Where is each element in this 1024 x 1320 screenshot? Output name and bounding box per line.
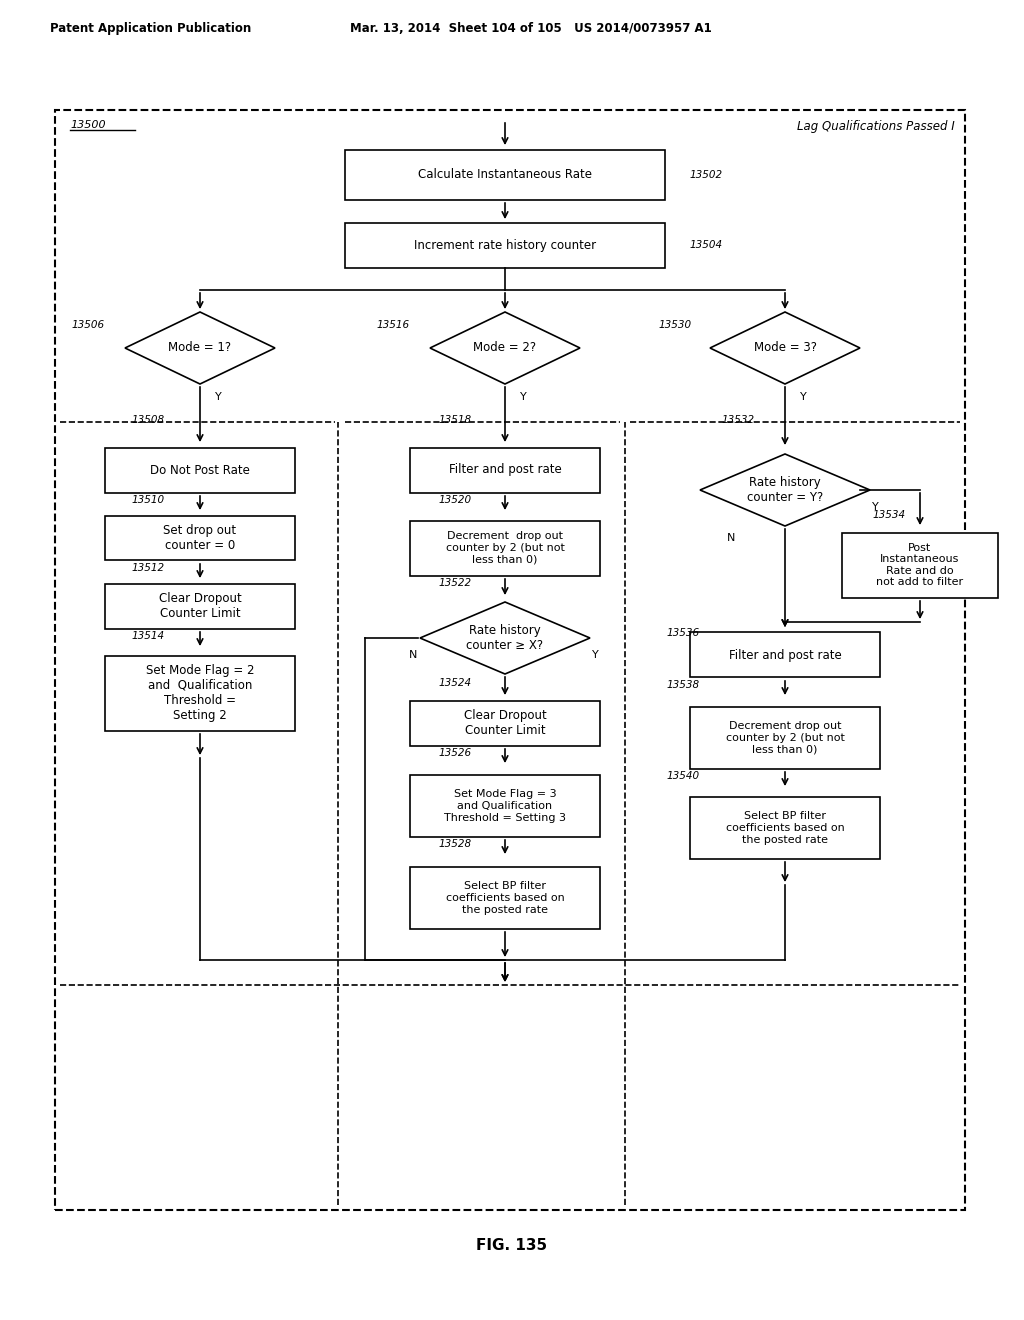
Text: Y: Y <box>872 502 879 512</box>
Text: 13534: 13534 <box>872 510 905 520</box>
FancyBboxPatch shape <box>345 150 665 201</box>
Text: 13518: 13518 <box>439 414 472 425</box>
FancyBboxPatch shape <box>105 656 295 730</box>
Text: 13508: 13508 <box>132 414 165 425</box>
Text: 13528: 13528 <box>439 840 472 849</box>
Text: 13538: 13538 <box>667 680 700 690</box>
Text: 13502: 13502 <box>690 170 723 180</box>
Text: Clear Dropout
Counter Limit: Clear Dropout Counter Limit <box>464 709 547 737</box>
FancyBboxPatch shape <box>105 516 295 561</box>
Text: Y: Y <box>520 392 526 403</box>
Text: Mode = 3?: Mode = 3? <box>754 342 816 355</box>
Text: 13504: 13504 <box>690 240 723 249</box>
FancyBboxPatch shape <box>690 708 880 770</box>
Text: N: N <box>727 533 735 543</box>
Text: Increment rate history counter: Increment rate history counter <box>414 239 596 252</box>
FancyBboxPatch shape <box>410 447 600 492</box>
Text: Filter and post rate: Filter and post rate <box>449 463 561 477</box>
Text: Set Mode Flag = 3
and Qualification
Threshold = Setting 3: Set Mode Flag = 3 and Qualification Thre… <box>444 789 566 822</box>
Polygon shape <box>710 312 860 384</box>
Text: Select BP filter
coefficients based on
the posted rate: Select BP filter coefficients based on t… <box>726 812 845 845</box>
Text: 13526: 13526 <box>439 748 472 758</box>
Text: Rate history
counter ≥ X?: Rate history counter ≥ X? <box>467 624 544 652</box>
Polygon shape <box>125 312 275 384</box>
Text: Decrement  drop out
counter by 2 (but not
less than 0): Decrement drop out counter by 2 (but not… <box>445 532 564 565</box>
Text: Mode = 1?: Mode = 1? <box>168 342 231 355</box>
FancyBboxPatch shape <box>410 520 600 576</box>
Text: Lag Qualifications Passed I: Lag Qualifications Passed I <box>798 120 955 133</box>
FancyBboxPatch shape <box>843 532 997 598</box>
Text: Post
Instantaneous
Rate and do
not add to filter: Post Instantaneous Rate and do not add t… <box>877 543 964 587</box>
FancyBboxPatch shape <box>690 797 880 859</box>
Text: 13510: 13510 <box>132 495 165 506</box>
Text: Set Mode Flag = 2
and  Qualification
Threshold =
Setting 2: Set Mode Flag = 2 and Qualification Thre… <box>145 664 254 722</box>
Polygon shape <box>700 454 870 525</box>
Text: 13500: 13500 <box>70 120 105 129</box>
FancyBboxPatch shape <box>410 701 600 746</box>
Text: N: N <box>409 649 417 660</box>
Text: 13512: 13512 <box>132 564 165 573</box>
Text: 13514: 13514 <box>132 631 165 642</box>
Text: Y: Y <box>592 649 599 660</box>
Text: Filter and post rate: Filter and post rate <box>729 648 842 661</box>
Text: Y: Y <box>800 392 807 403</box>
Polygon shape <box>420 602 590 675</box>
FancyBboxPatch shape <box>410 867 600 929</box>
Text: 13530: 13530 <box>658 319 692 330</box>
Text: 13522: 13522 <box>439 578 472 587</box>
Text: 13540: 13540 <box>667 771 700 781</box>
FancyBboxPatch shape <box>690 632 880 677</box>
Text: 13520: 13520 <box>439 495 472 506</box>
Text: Y: Y <box>215 392 222 403</box>
Text: Mar. 13, 2014  Sheet 104 of 105   US 2014/0073957 A1: Mar. 13, 2014 Sheet 104 of 105 US 2014/0… <box>350 22 712 36</box>
FancyBboxPatch shape <box>345 223 665 268</box>
Text: 13524: 13524 <box>439 678 472 688</box>
Text: 13506: 13506 <box>72 319 105 330</box>
Text: Decrement drop out
counter by 2 (but not
less than 0): Decrement drop out counter by 2 (but not… <box>726 722 845 755</box>
FancyBboxPatch shape <box>410 775 600 837</box>
Text: Calculate Instantaneous Rate: Calculate Instantaneous Rate <box>418 169 592 181</box>
Polygon shape <box>430 312 580 384</box>
Text: Select BP filter
coefficients based on
the posted rate: Select BP filter coefficients based on t… <box>445 882 564 915</box>
Text: Mode = 2?: Mode = 2? <box>473 342 537 355</box>
Text: 13536: 13536 <box>667 628 700 638</box>
Text: Rate history
counter = Y?: Rate history counter = Y? <box>746 477 823 504</box>
Text: Clear Dropout
Counter Limit: Clear Dropout Counter Limit <box>159 591 242 620</box>
FancyBboxPatch shape <box>105 447 295 492</box>
Text: Set drop out
counter = 0: Set drop out counter = 0 <box>164 524 237 552</box>
Text: 13532: 13532 <box>722 414 755 425</box>
FancyBboxPatch shape <box>105 583 295 628</box>
Text: FIG. 135: FIG. 135 <box>476 1238 548 1253</box>
Text: Do Not Post Rate: Do Not Post Rate <box>151 463 250 477</box>
Text: Patent Application Publication: Patent Application Publication <box>50 22 251 36</box>
Text: 13516: 13516 <box>377 319 410 330</box>
